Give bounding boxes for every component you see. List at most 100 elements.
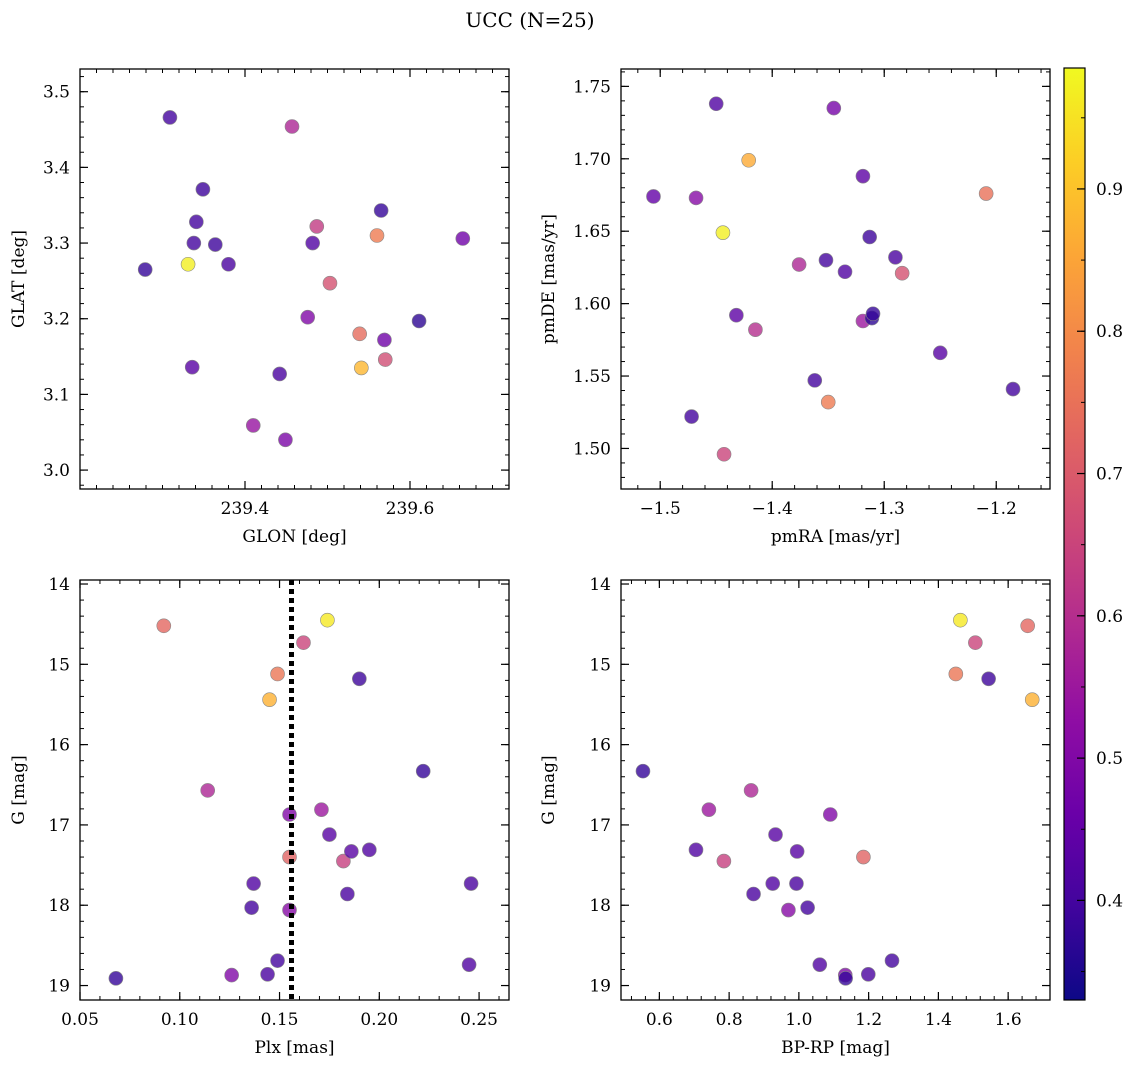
colorbar-tick-label: 0.7 (1096, 465, 1123, 485)
data-point (344, 844, 359, 859)
y-tick-label: 3.4 (43, 158, 70, 178)
ticks-plx-g: 0.05 0.10 0.15 0.20 0.25 14 15 16 17 18 19 (48, 575, 509, 1030)
x-tick-label: 0.6 (646, 1010, 673, 1030)
data-point (262, 692, 277, 707)
y-tick-label: 15 (48, 655, 70, 675)
y-axis-label: G [mag] (539, 755, 559, 824)
x-tick-label: −1.4 (752, 499, 793, 519)
data-point (978, 186, 994, 201)
data-point (300, 309, 316, 325)
data-point (688, 190, 704, 206)
x-tick-label: 239.4 (221, 499, 270, 519)
data-point (224, 967, 239, 983)
x-tick-label: 0.20 (360, 1010, 398, 1030)
y-tick-label: 19 (48, 977, 70, 997)
data-point (768, 827, 783, 842)
data-point (314, 802, 329, 817)
figure-title: UCC (N=25) (465, 8, 594, 32)
colorbar-tick-label: 0.6 (1096, 607, 1123, 627)
y-tick-label: 15 (589, 655, 611, 675)
y-tick-label: 16 (48, 736, 70, 756)
y-tick-label: 3.1 (43, 385, 70, 405)
data-point (336, 853, 351, 869)
y-tick-label: 18 (48, 896, 70, 916)
colorbar-gradient (1064, 68, 1085, 1000)
ticks-pmra-pmde: −1.5 −1.4 −1.3 −1.2 1.50 1.55 1.60 1.65 1.70 1.75 (573, 69, 1050, 519)
x-tick-label: −1.3 (864, 499, 905, 519)
data-point (1024, 692, 1040, 707)
y-tick-label: 17 (48, 816, 70, 836)
x-tick-label: 1.4 (925, 1010, 952, 1030)
points-pmra-pmde (646, 96, 1021, 462)
data-point (968, 635, 983, 650)
y-tick-label: 3.3 (43, 234, 70, 254)
data-point (415, 763, 431, 779)
data-point (888, 249, 903, 265)
data-point (856, 849, 871, 865)
data-point (701, 802, 717, 817)
y-tick-label: 3.5 (43, 83, 70, 103)
data-point (108, 971, 124, 986)
x-tick-label: 0.8 (716, 1010, 743, 1030)
data-point (884, 953, 900, 968)
ticks-glon-glat: 239.4 239.6 3.0 3.1 3.2 3.3 3.4 3.5 (43, 69, 510, 519)
data-point (184, 359, 200, 375)
data-point (765, 876, 781, 891)
data-point (305, 235, 320, 251)
x-tick-label: −1.2 (976, 499, 1017, 519)
y-tick-label: 14 (589, 575, 611, 595)
data-point (743, 783, 759, 798)
x-axis-label: Plx [mas] (254, 1038, 334, 1058)
data-point (272, 366, 287, 382)
data-point (791, 257, 807, 272)
y-axis-label: G [mag] (9, 755, 29, 824)
data-point (208, 237, 223, 252)
data-point (322, 275, 338, 291)
y-tick-label: 19 (589, 977, 611, 997)
data-point (729, 307, 744, 323)
data-point (377, 352, 393, 367)
x-tick-label: 0.15 (261, 1010, 299, 1030)
data-point (860, 966, 876, 982)
data-point (635, 763, 651, 779)
data-point (981, 671, 996, 687)
data-point (789, 876, 804, 891)
data-point (1005, 381, 1021, 397)
data-point (741, 152, 756, 168)
data-point (260, 966, 275, 982)
data-point (137, 262, 153, 277)
data-point (189, 214, 204, 230)
data-point (838, 971, 853, 986)
data-point (270, 666, 285, 682)
data-point (373, 203, 389, 218)
y-tick-label: 1.60 (573, 295, 611, 315)
y-tick-label: 3.0 (43, 461, 70, 481)
data-point (716, 853, 732, 869)
data-point (716, 446, 732, 462)
x-tick-label: 0.05 (61, 1010, 99, 1030)
colorbar-tick-label: 0.5 (1096, 749, 1123, 769)
data-point (812, 957, 828, 972)
colorbar-tick-label: 0.8 (1096, 322, 1123, 342)
y-tick-label: 14 (48, 575, 70, 595)
data-point (953, 612, 968, 628)
colorbar-tick-label: 0.9 (1096, 180, 1123, 200)
data-point (820, 394, 836, 410)
data-point (162, 110, 178, 125)
data-point (340, 886, 355, 902)
colorbar-frame (1063, 67, 1086, 1001)
data-point (1020, 618, 1035, 634)
data-point (826, 100, 842, 116)
colorbar-tick-label: 0.4 (1096, 891, 1123, 911)
data-point (455, 231, 471, 246)
data-point (245, 418, 261, 433)
data-point (708, 96, 724, 112)
data-point (322, 827, 337, 842)
data-point (180, 256, 196, 272)
panels-group: 239.4 239.6 3.0 3.1 3.2 3.3 3.4 3.5 GLON [deg] GL… (9, 68, 1051, 1058)
x-tick-label: 0.10 (161, 1010, 199, 1030)
data-point (461, 957, 477, 972)
data-point (463, 876, 479, 891)
data-point (195, 182, 211, 197)
y-tick-label: 16 (589, 736, 611, 756)
